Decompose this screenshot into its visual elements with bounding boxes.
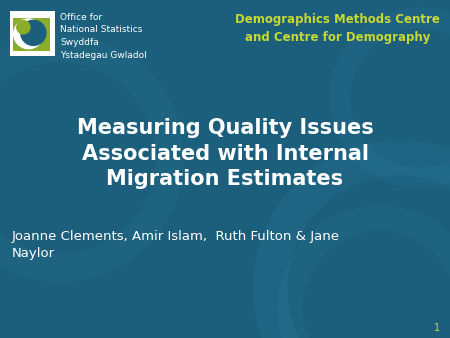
FancyBboxPatch shape	[10, 11, 55, 56]
Text: Demographics Methods Centre
and Centre for Demography: Demographics Methods Centre and Centre f…	[235, 13, 440, 44]
FancyBboxPatch shape	[13, 18, 50, 51]
Circle shape	[17, 21, 30, 34]
Circle shape	[21, 20, 46, 45]
Text: Measuring Quality Issues
Associated with Internal
Migration Estimates: Measuring Quality Issues Associated with…	[76, 118, 373, 189]
Text: Joanne Clements, Amir Islam,  Ruth Fulton & Jane
Naylor: Joanne Clements, Amir Islam, Ruth Fulton…	[12, 230, 340, 261]
Text: Office for
National Statistics
Swyddfa
Ystadegau Gwladol: Office for National Statistics Swyddfa Y…	[60, 13, 147, 59]
Circle shape	[14, 19, 43, 49]
Text: 1: 1	[434, 323, 440, 333]
